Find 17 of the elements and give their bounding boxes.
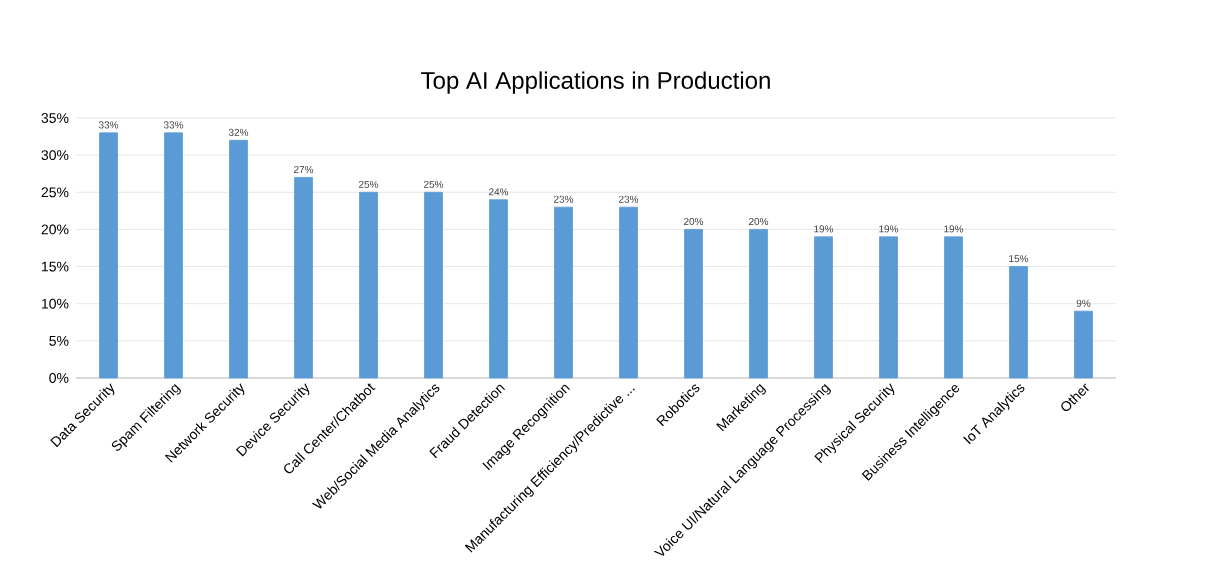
bar [749,229,768,379]
bar [359,191,378,379]
bar [944,236,963,379]
bar [684,229,703,379]
bar [554,206,573,379]
bar [164,132,183,379]
bar [99,132,118,379]
bar [814,236,833,379]
bar [619,206,638,379]
bar [424,191,443,379]
bar [879,236,898,379]
chart-title: Top AI Applications in Production [421,71,770,94]
bar [1009,266,1028,379]
bar [1074,310,1093,379]
bar [294,177,313,379]
bar [229,139,248,379]
bar [489,199,508,379]
